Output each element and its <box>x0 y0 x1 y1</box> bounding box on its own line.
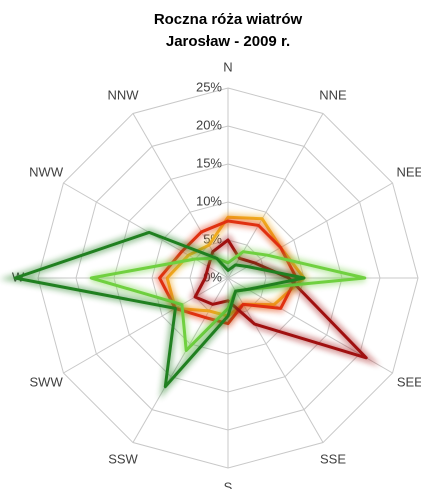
category-label: NWW <box>29 164 64 179</box>
r-tick-label: 10% <box>196 193 222 208</box>
category-label: SSW <box>108 451 138 466</box>
series-line <box>158 219 298 326</box>
chart-subtitle: Jarosław - 2009 r. <box>166 33 290 50</box>
category-label: NEE <box>396 164 421 179</box>
category-label: NNW <box>107 88 139 103</box>
series-line <box>13 230 306 389</box>
category-label: SEE <box>397 374 421 389</box>
r-tick-label: 15% <box>196 155 222 170</box>
r-tick-label: 20% <box>196 117 222 132</box>
category-label: SWW <box>30 374 64 389</box>
category-label: SSE <box>320 451 346 466</box>
category-label: S <box>224 479 233 489</box>
chart-title: Roczna róża wiatrów <box>154 11 303 28</box>
category-label: NNE <box>319 88 347 103</box>
category-label: N <box>223 59 232 74</box>
r-tick-label: 25% <box>196 79 222 94</box>
